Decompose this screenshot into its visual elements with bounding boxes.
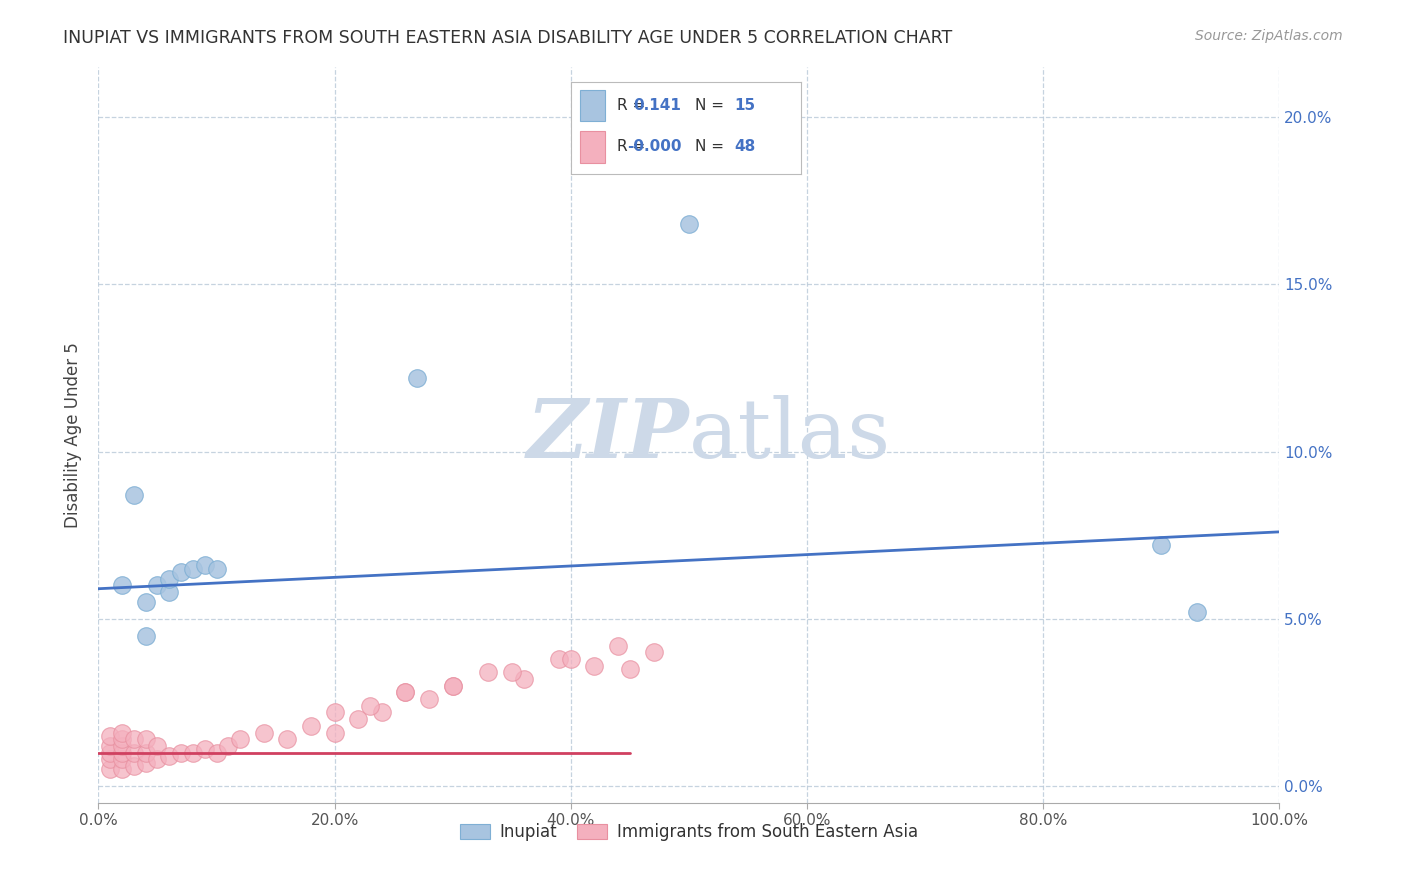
Point — [371, 706, 394, 720]
Point — [122, 746, 145, 760]
Point — [157, 749, 180, 764]
Point — [98, 752, 121, 766]
Point — [678, 217, 700, 231]
Point — [111, 752, 134, 766]
Point — [276, 732, 298, 747]
Point — [146, 739, 169, 753]
Point — [607, 639, 630, 653]
Point — [111, 725, 134, 739]
Point — [583, 658, 606, 673]
Point — [146, 578, 169, 592]
Point — [253, 725, 276, 739]
Point — [98, 739, 121, 753]
Point — [548, 652, 571, 666]
Point — [111, 732, 134, 747]
Point — [205, 746, 228, 760]
Point — [194, 742, 217, 756]
Point — [406, 371, 429, 385]
Y-axis label: Disability Age Under 5: Disability Age Under 5 — [63, 342, 82, 528]
Point — [512, 672, 534, 686]
Point — [135, 595, 157, 609]
Point — [441, 679, 464, 693]
Point — [323, 706, 346, 720]
Point — [217, 739, 239, 753]
Point — [135, 732, 157, 747]
Point — [111, 739, 134, 753]
Point — [98, 746, 121, 760]
Point — [146, 752, 169, 766]
Text: Source: ZipAtlas.com: Source: ZipAtlas.com — [1195, 29, 1343, 43]
Point — [194, 558, 217, 573]
Point — [205, 562, 228, 576]
Point — [98, 762, 121, 776]
Point — [181, 562, 204, 576]
Text: ZIP: ZIP — [526, 395, 689, 475]
Point — [122, 488, 145, 502]
Point — [347, 712, 370, 726]
Point — [394, 685, 416, 699]
Point — [111, 746, 134, 760]
Point — [157, 585, 180, 599]
Point — [643, 645, 665, 659]
Point — [98, 729, 121, 743]
Text: INUPIAT VS IMMIGRANTS FROM SOUTH EASTERN ASIA DISABILITY AGE UNDER 5 CORRELATION: INUPIAT VS IMMIGRANTS FROM SOUTH EASTERN… — [63, 29, 952, 46]
Point — [229, 732, 252, 747]
Point — [135, 628, 157, 642]
Point — [122, 759, 145, 773]
Point — [323, 725, 346, 739]
Point — [299, 719, 322, 733]
Point — [619, 662, 641, 676]
Point — [111, 578, 134, 592]
Point — [181, 746, 204, 760]
Point — [1150, 538, 1173, 552]
Point — [170, 565, 193, 579]
Point — [157, 572, 180, 586]
Point — [1185, 605, 1208, 619]
Point — [135, 746, 157, 760]
Point — [477, 665, 499, 680]
Point — [170, 746, 193, 760]
Point — [122, 732, 145, 747]
Text: atlas: atlas — [689, 395, 891, 475]
Point — [441, 679, 464, 693]
Point — [560, 652, 582, 666]
Legend: Inupiat, Immigrants from South Eastern Asia: Inupiat, Immigrants from South Eastern A… — [453, 816, 925, 847]
Point — [418, 692, 440, 706]
Point — [501, 665, 523, 680]
Point — [359, 698, 381, 713]
Point — [394, 685, 416, 699]
Point — [111, 762, 134, 776]
Point — [135, 756, 157, 770]
